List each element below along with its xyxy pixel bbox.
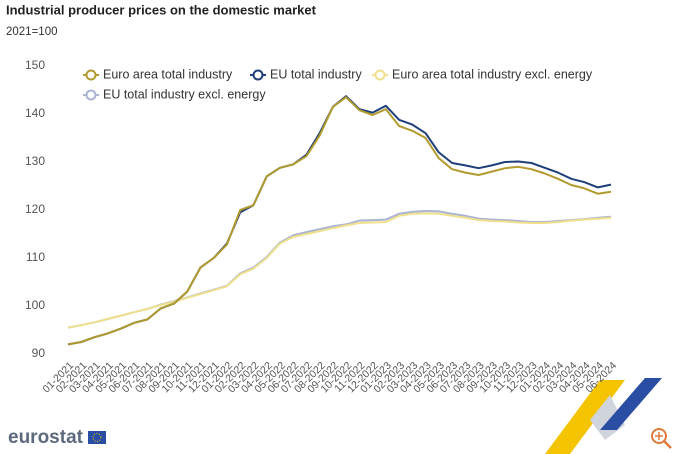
source: eurostat [8,427,84,448]
legend-label: Euro area total industry [103,67,233,81]
chart-subtitle: 2021=100 [6,26,58,38]
zoom-lens[interactable] [651,428,667,444]
legend-swatch [374,69,386,81]
eu-stars [92,433,102,442]
y-tick-label: 120 [25,202,45,216]
series-line [67,212,612,329]
legend-swatch [85,69,97,81]
series-line [67,96,612,346]
legend-swatch [85,89,97,101]
series-line [67,95,612,346]
y-tick-label: 100 [25,298,45,312]
zoom-handle[interactable] [663,440,672,449]
legend-label: EU total industry [270,67,362,81]
series-line [67,210,612,329]
chart-title: Industrial producer prices on the domest… [6,2,317,17]
legend-swatch [252,69,264,81]
legend-item: EU total industry [250,67,362,81]
legend-item: Euro area total industry [83,67,233,81]
decor [600,378,662,430]
y-tick-label: 140 [25,106,45,120]
zoom-icon[interactable] [651,428,672,449]
decor [545,380,625,454]
eu-flag [88,431,106,444]
y-tick-label: 130 [25,154,45,168]
legend-label: EU total industry excl. energy [103,87,266,101]
y-tick-label: 90 [32,346,46,360]
legend-label: Euro area total industry excl. energy [392,67,593,81]
legend-item: EU total industry excl. energy [83,87,266,101]
y-tick-label: 110 [26,250,45,264]
logo: eurostat [8,427,106,448]
legend-item: Euro area total industry excl. energy [372,67,593,81]
y-tick-label: 150 [25,58,45,72]
